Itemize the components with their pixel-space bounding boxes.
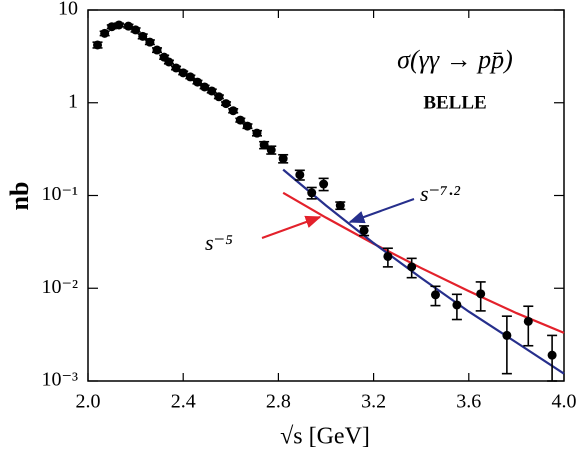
y-tick-label: 1 <box>68 90 78 112</box>
data-point <box>221 99 231 109</box>
data-point <box>307 188 317 198</box>
legend-label: s⁻⁷·² <box>420 181 460 206</box>
fit-line <box>282 191 565 334</box>
annotation-arrow <box>261 215 322 239</box>
data-point <box>278 154 288 164</box>
data-point <box>452 300 462 310</box>
fit-line <box>282 168 565 375</box>
y-axis-label: nb <box>5 182 34 211</box>
data-point <box>359 225 369 235</box>
data-point <box>266 145 276 155</box>
data-point <box>138 31 148 41</box>
data-point <box>207 86 217 96</box>
x-tick-label: 4.0 <box>552 391 577 413</box>
data-point <box>152 45 162 55</box>
x-axis-label: √s [GeV] <box>280 424 370 450</box>
data-point <box>547 350 557 360</box>
chart-title: σ(γγ → pp̄) <box>397 45 513 74</box>
chart-subtitle: BELLE <box>423 92 486 113</box>
data-point <box>228 106 238 116</box>
data-point <box>430 290 440 300</box>
data-point <box>319 179 329 189</box>
x-tick-label: 3.2 <box>361 391 386 413</box>
x-tick-label: 2.4 <box>171 391 196 413</box>
data-point <box>131 25 141 35</box>
x-tick-label: 3.6 <box>456 391 481 413</box>
data-point <box>164 57 174 67</box>
data-point <box>192 77 202 87</box>
legend-label: s⁻⁵ <box>205 230 233 255</box>
y-tick-label: 10⁻² <box>41 276 78 298</box>
data-point <box>171 63 181 73</box>
data-point <box>502 330 512 340</box>
data-point <box>407 262 417 272</box>
data-point <box>145 37 155 47</box>
data-point <box>383 251 393 261</box>
data-point <box>100 28 110 38</box>
data-point <box>214 92 224 102</box>
y-tick-label: 10 <box>58 0 78 20</box>
data-point <box>242 121 252 131</box>
data-point <box>295 170 305 180</box>
data-point <box>235 115 245 125</box>
x-tick-label: 2.8 <box>266 391 291 413</box>
data-point <box>93 40 103 50</box>
data-point <box>335 201 345 211</box>
data-point <box>107 22 117 32</box>
data-point <box>252 128 262 138</box>
y-tick-label: 10⁻¹ <box>41 183 78 205</box>
data-point <box>476 289 486 299</box>
x-tick-label: 2.0 <box>76 391 101 413</box>
data-point <box>523 316 533 326</box>
data-point <box>114 20 124 30</box>
data-point <box>259 140 269 150</box>
annotation-arrow <box>348 198 415 224</box>
y-tick-label: 10⁻³ <box>41 369 78 391</box>
data-point <box>185 72 195 82</box>
